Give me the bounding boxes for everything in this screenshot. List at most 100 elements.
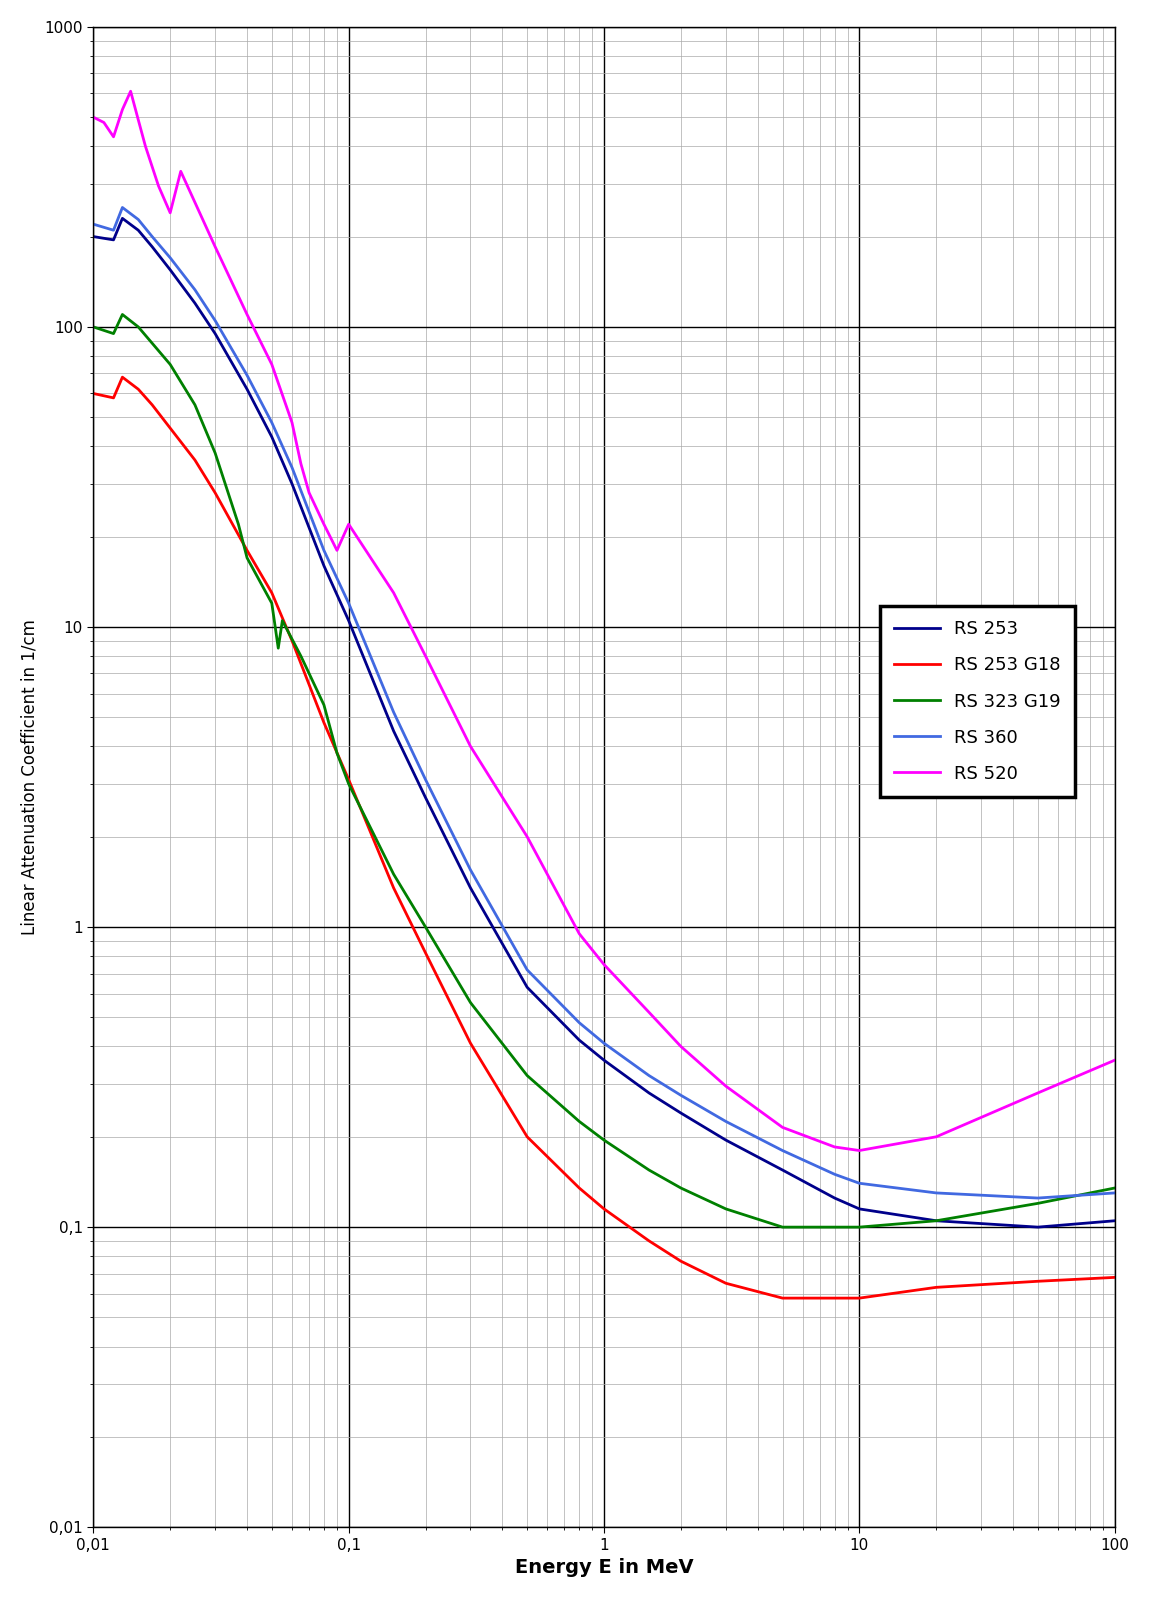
RS 520	[163, 203, 177, 222]
RS 323 G19	[187, 395, 201, 414]
Y-axis label: Linear Attenuation Coefficient in 1/cm: Linear Attenuation Coefficient in 1/cm	[21, 618, 39, 935]
RS 253 G18	[674, 1251, 688, 1270]
RS 253 G18	[642, 1232, 655, 1251]
RS 520	[302, 483, 316, 502]
RS 520	[642, 1002, 655, 1021]
RS 360	[342, 593, 355, 612]
RS 323 G19	[520, 1066, 534, 1085]
RS 253	[775, 1160, 789, 1179]
RS 253	[852, 1200, 866, 1219]
RS 253	[163, 260, 177, 280]
RS 253 G18	[520, 1127, 534, 1146]
RS 520	[719, 1077, 733, 1096]
RS 253	[642, 1083, 655, 1103]
RS 520	[174, 161, 187, 181]
RS 520	[1030, 1083, 1044, 1103]
RS 520	[124, 81, 138, 101]
RS 253 G18	[463, 1034, 477, 1053]
RS 360	[929, 1184, 943, 1203]
RS 323 G19	[775, 1218, 789, 1237]
RS 323 G19	[208, 443, 222, 462]
RS 253 G18	[163, 419, 177, 438]
RS 323 G19	[828, 1218, 842, 1237]
RS 253 G18	[115, 368, 129, 387]
RS 323 G19	[107, 324, 121, 344]
RS 360	[115, 198, 129, 217]
RS 253	[719, 1130, 733, 1149]
RS 253	[573, 1031, 586, 1050]
RS 253 G18	[208, 483, 222, 502]
RS 323 G19	[597, 1130, 611, 1149]
RS 520	[775, 1117, 789, 1136]
RS 360	[163, 248, 177, 267]
RS 253 G18	[1107, 1267, 1121, 1286]
RS 253	[187, 294, 201, 313]
RS 253 G18	[597, 1200, 611, 1219]
RS 360	[1107, 1184, 1121, 1203]
RS 520	[97, 113, 110, 133]
RS 360	[828, 1165, 842, 1184]
RS 253 G18	[317, 713, 331, 732]
RS 323 G19	[330, 743, 344, 762]
RS 253 G18	[107, 388, 121, 407]
RS 323 G19	[317, 695, 331, 714]
RS 520	[152, 176, 166, 195]
RS 323 G19	[419, 917, 432, 936]
RS 323 G19	[1107, 1178, 1121, 1197]
RS 253 G18	[828, 1288, 842, 1307]
RS 520	[131, 110, 145, 129]
RS 360	[419, 770, 432, 789]
RS 360	[463, 860, 477, 879]
RS 253 G18	[240, 540, 254, 559]
RS 323 G19	[231, 515, 245, 534]
RS 520	[264, 355, 278, 374]
RS 520	[294, 454, 308, 473]
RS 520	[285, 412, 299, 431]
RS 360	[1030, 1189, 1044, 1208]
RS 253 G18	[1030, 1272, 1044, 1291]
RS 323 G19	[852, 1218, 866, 1237]
RS 360	[642, 1066, 655, 1085]
RS 253 G18	[187, 451, 201, 470]
RS 360	[775, 1141, 789, 1160]
RS 520	[573, 924, 586, 943]
RS 520	[187, 193, 201, 213]
RS 520	[1107, 1050, 1121, 1069]
RS 360	[386, 703, 400, 722]
Line: RS 520: RS 520	[93, 91, 1114, 1151]
RS 323 G19	[573, 1112, 586, 1131]
RS 360	[131, 209, 145, 229]
RS 253 G18	[573, 1178, 586, 1197]
RS 323 G19	[115, 305, 129, 324]
RS 253 G18	[929, 1278, 943, 1298]
RS 520	[929, 1127, 943, 1146]
RS 253	[929, 1211, 943, 1230]
Line: RS 360: RS 360	[93, 208, 1114, 1198]
RS 520	[330, 540, 344, 559]
RS 253 G18	[285, 631, 299, 650]
RS 520	[674, 1037, 688, 1056]
RS 360	[86, 214, 100, 233]
RS 253	[674, 1104, 688, 1123]
RS 253 G18	[719, 1274, 733, 1293]
RS 323 G19	[264, 593, 278, 612]
RS 253 G18	[145, 395, 159, 414]
RS 323 G19	[674, 1178, 688, 1197]
RS 360	[520, 960, 534, 980]
RS 520	[317, 515, 331, 534]
RS 253	[145, 237, 159, 256]
RS 253 G18	[852, 1288, 866, 1307]
RS 323 G19	[463, 992, 477, 1012]
RS 323 G19	[642, 1160, 655, 1179]
RS 520	[597, 956, 611, 975]
X-axis label: Energy E in MeV: Energy E in MeV	[515, 1558, 693, 1577]
RS 253	[285, 475, 299, 494]
RS 520	[419, 647, 432, 666]
RS 323 G19	[719, 1200, 733, 1219]
RS 253	[1107, 1211, 1121, 1230]
RS 323 G19	[240, 548, 254, 567]
RS 520	[828, 1138, 842, 1157]
RS 253	[240, 380, 254, 400]
RS 360	[107, 221, 121, 240]
RS 253	[115, 209, 129, 229]
